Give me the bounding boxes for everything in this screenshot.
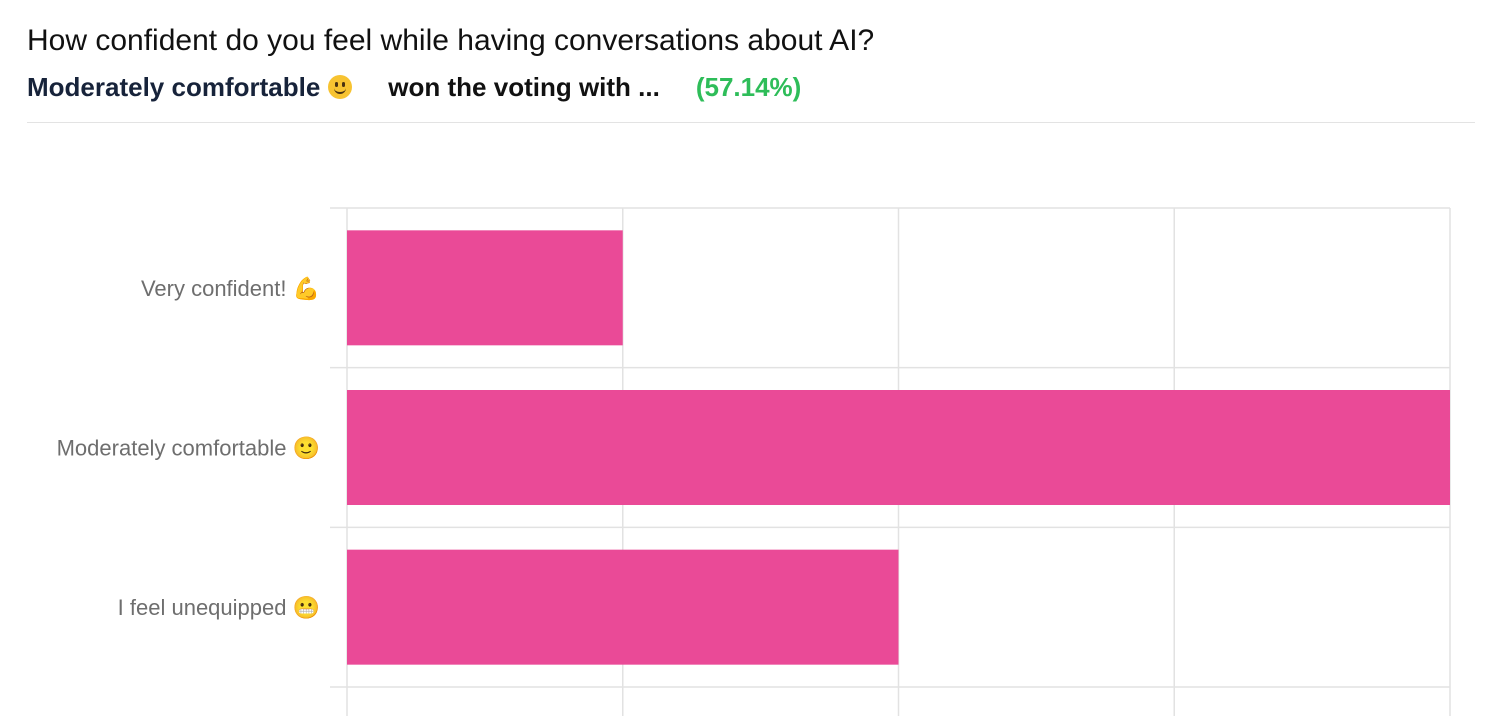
winner-summary: Moderately comfortable won the voting wi… — [27, 70, 801, 104]
chart-category-labels: Very confident! 💪 Moderately comfortable … — [57, 276, 320, 620]
winner-text: won the voting with ... — [388, 71, 660, 102]
category-label-2: I feel unequipped 😬 — [118, 595, 320, 620]
bar-1 — [347, 390, 1450, 505]
chart-bars — [347, 230, 1450, 665]
category-label-0: Very confident! 💪 — [141, 276, 320, 301]
bar-2 — [347, 549, 899, 665]
winner-percent: (57.14%) — [695, 71, 802, 102]
bar-0 — [347, 230, 623, 346]
category-label-1: Moderately comfortable 🙂 — [57, 436, 320, 461]
winner-name: Moderately comfortable — [27, 71, 321, 102]
slightly-smiling-face-icon — [328, 75, 353, 99]
header-divider — [27, 122, 1475, 123]
question-title: How confident do you feel while having c… — [27, 24, 875, 57]
